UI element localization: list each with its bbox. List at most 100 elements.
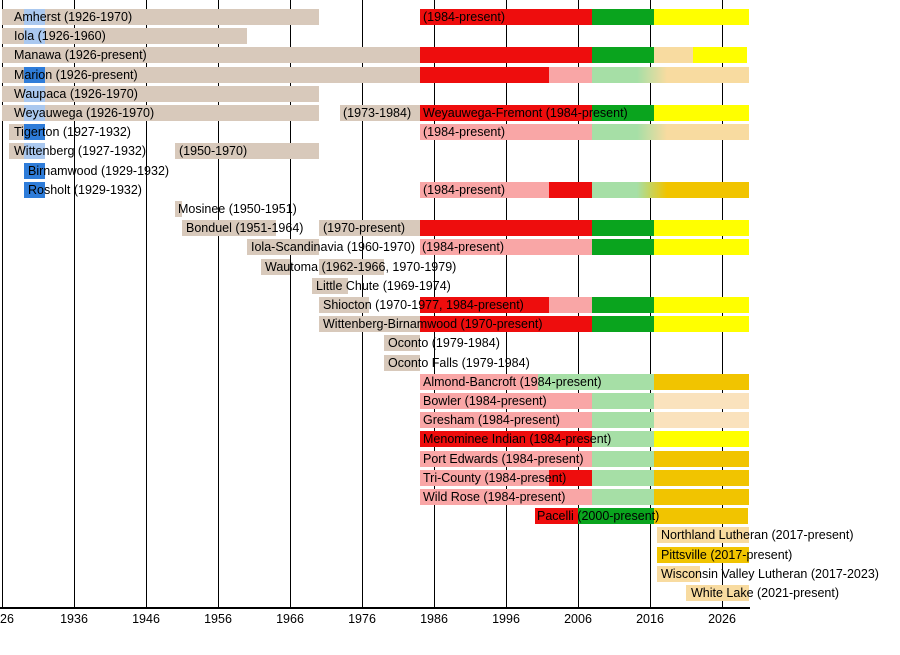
x-axis-tick-label: 2016 (636, 612, 664, 626)
bar-segment (592, 105, 655, 121)
x-axis-tick-label: 1986 (420, 612, 448, 626)
bar-label: Bowler (1984-present) (423, 394, 547, 408)
bar-segment (654, 373, 750, 390)
bar-segment (654, 469, 750, 486)
bar-segment (419, 412, 593, 429)
timeline-row: Oconto (1979-1984) (0, 335, 900, 352)
timeline-row: Northland Lutheran (2017-present) (0, 527, 900, 544)
timeline-row: Oconto Falls (1979-1984) (0, 354, 900, 371)
bar-segment (2, 28, 247, 45)
bar-segment (654, 412, 750, 429)
bar-segment (534, 508, 578, 525)
bar-label: Oconto (1979-1984) (388, 336, 500, 351)
timeline-row: Tigerton (1927-1932) (1984-present) (0, 124, 900, 141)
bar-label: Iola (1926-1960) (14, 29, 106, 44)
x-axis-tick-label: 1956 (204, 612, 232, 626)
timeline-row: Wittenberg-Birnamwood (1970-present) (0, 316, 900, 333)
bar-segment (592, 489, 655, 505)
gridline-1956 (218, 0, 219, 608)
bar-label: (1970-present) (323, 221, 405, 236)
bar-label: Wittenberg-Birnamwood (1970-present) (323, 317, 543, 332)
bar-segment (2, 66, 420, 83)
bar-label: (1984-present) (423, 182, 505, 197)
bar-label: Almond-Bancroft (1984-present) (423, 374, 602, 389)
timeline-row: Rosholt (1929-1932) (1984-present) (0, 181, 900, 198)
timeline-row: Mosinee (1950-1951) (0, 201, 900, 217)
bar-segment (23, 162, 46, 179)
bar-label: Bonduel (1951-1964) (186, 221, 304, 236)
bar-segment (549, 181, 593, 198)
bar-segment (549, 66, 593, 83)
bar-label: (1984-present) (423, 125, 505, 140)
bar-segment (654, 489, 750, 505)
bar-label: (1984-present) (422, 240, 504, 255)
bar-segment (686, 585, 750, 601)
timeline-row: Birnamwood (1929-1932) (0, 162, 900, 179)
bar-label: Little Chute (1969-1974) (316, 278, 451, 293)
bar-label: Wittenberg (1927-1932) (14, 144, 147, 159)
x-axis-tick-label: 2026 (708, 612, 736, 626)
bar-segment (383, 354, 420, 371)
x-axis-tick-label: 1946 (132, 612, 160, 626)
timeline-row: Manawa (1926-present) (0, 47, 900, 64)
gridline-1946 (146, 0, 147, 608)
bar-segment (311, 277, 348, 294)
bar-label: Iola-Scandinavia (1960-1970) (251, 240, 415, 255)
bar-segment (654, 239, 750, 256)
bar-label: Mosinee (1950-1951) (178, 202, 297, 216)
bar-segment (419, 431, 593, 448)
bar-label: Gresham (1984-present) (423, 413, 560, 428)
bar-segment (657, 565, 701, 582)
bar-segment (654, 220, 750, 237)
bar-label: Wautoma (1962-1966, 1970-1979) (265, 259, 457, 274)
bar-segment (419, 373, 539, 390)
bar-segment (318, 220, 420, 237)
timeline-row: Tri-County (1984-present) (0, 469, 900, 486)
bar-segment (592, 316, 655, 333)
timeline-row: Wisconsin Valley Lutheran (2017-2023) (0, 565, 900, 582)
bar-segment (592, 431, 655, 448)
bar-segment (419, 124, 593, 141)
bar-segment (592, 47, 655, 64)
timeline-row: Amherst (1926-1970) (1984-present) (0, 9, 900, 25)
bar-label: Northland Lutheran (2017-present) (661, 528, 854, 543)
x-axis-tick-label: 26 (0, 612, 14, 626)
timeline-row: Little Chute (1969-1974) (0, 277, 900, 294)
gridline-1966 (290, 0, 291, 608)
timeline-row: Gresham (1984-present) (0, 412, 900, 429)
bar-segment (549, 297, 593, 313)
bar-segment (654, 431, 750, 448)
bar-label: Birnamwood (1929-1932) (28, 163, 170, 178)
bar-segment (654, 9, 750, 25)
bar-segment (318, 258, 384, 275)
x-axis-tick-label: 1976 (348, 612, 376, 626)
bar-label: Pittsville (2017-present) (661, 547, 793, 562)
bar-segment (419, 393, 593, 409)
bar-segment (592, 66, 750, 83)
timeline-row: Pacelli (2000-present) (0, 508, 900, 525)
bar-segment (261, 258, 290, 275)
bar-segment (693, 47, 748, 64)
bar-segment (592, 124, 750, 141)
bar-segment (246, 239, 319, 256)
gridline-1926 (2, 0, 3, 608)
bar-segment (23, 85, 46, 102)
bar-label: Rosholt (1929-1932) (28, 182, 142, 197)
bar-segment (419, 469, 550, 486)
bar-label: Marion (1926-present) (14, 67, 138, 82)
timeline-row: Iola-Scandinavia (1960-1970) (1984-presen… (0, 239, 900, 256)
bar-segment (174, 143, 319, 160)
bar-segment (23, 66, 46, 83)
bar-segment (419, 450, 593, 467)
bar-segment (340, 105, 420, 121)
bar-segment (549, 469, 593, 486)
bar-segment (592, 239, 655, 256)
bar-segment (592, 297, 655, 313)
x-axis-tick-label: 1996 (492, 612, 520, 626)
bar-segment (23, 105, 46, 121)
bar-segment (318, 297, 370, 313)
bar-segment (419, 66, 550, 83)
x-axis-tick-label: 2006 (564, 612, 592, 626)
bar-label: Weyauwega-Fremont (1984-present) (423, 106, 628, 120)
bar-label: Weyauwega (1926-1970) (14, 106, 155, 120)
